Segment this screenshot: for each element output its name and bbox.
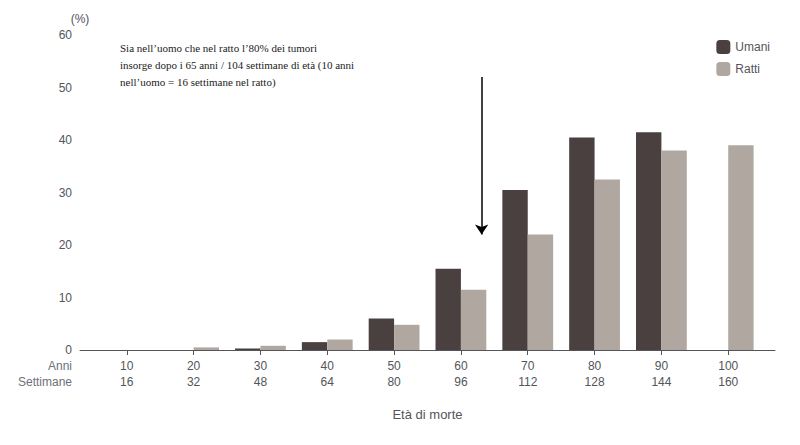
svg-text:40: 40 [321,359,335,373]
svg-text:100: 100 [718,359,738,373]
svg-text:48: 48 [254,375,268,389]
svg-text:0: 0 [65,343,72,357]
svg-text:nell’uomo = 16 settimane nel r: nell’uomo = 16 settimane nel ratto) [120,76,276,89]
svg-text:Ratti: Ratti [735,62,760,76]
svg-text:20: 20 [59,238,73,252]
svg-text:(%): (%) [71,12,90,26]
svg-text:30: 30 [59,186,73,200]
svg-text:insorge dopo i 65 anni / 104 s: insorge dopo i 65 anni / 104 settimane d… [120,59,354,72]
svg-text:Settimane: Settimane [18,375,72,389]
svg-text:112: 112 [518,375,537,389]
svg-text:70: 70 [521,359,535,373]
svg-text:80: 80 [387,375,401,389]
svg-text:50: 50 [387,359,401,373]
svg-text:60: 60 [59,28,73,42]
svg-text:90: 90 [655,359,669,373]
svg-text:50: 50 [59,81,73,95]
svg-text:80: 80 [588,359,602,373]
svg-text:Età di morte: Età di morte [392,407,462,422]
svg-text:20: 20 [187,359,201,373]
svg-text:144: 144 [651,375,671,389]
svg-text:40: 40 [59,133,73,147]
svg-text:10: 10 [120,359,134,373]
svg-text:128: 128 [585,375,605,389]
svg-text:Sia nell’uomo che nel ratto l’: Sia nell’uomo che nel ratto l’80% dei tu… [120,42,317,54]
svg-text:30: 30 [254,359,268,373]
svg-text:16: 16 [120,375,134,389]
svg-text:32: 32 [187,375,201,389]
svg-text:64: 64 [321,375,335,389]
svg-text:Umani: Umani [735,40,770,54]
svg-text:96: 96 [454,375,468,389]
svg-text:60: 60 [454,359,468,373]
svg-text:Anni: Anni [48,359,72,373]
svg-text:160: 160 [718,375,738,389]
svg-text:10: 10 [59,291,73,305]
